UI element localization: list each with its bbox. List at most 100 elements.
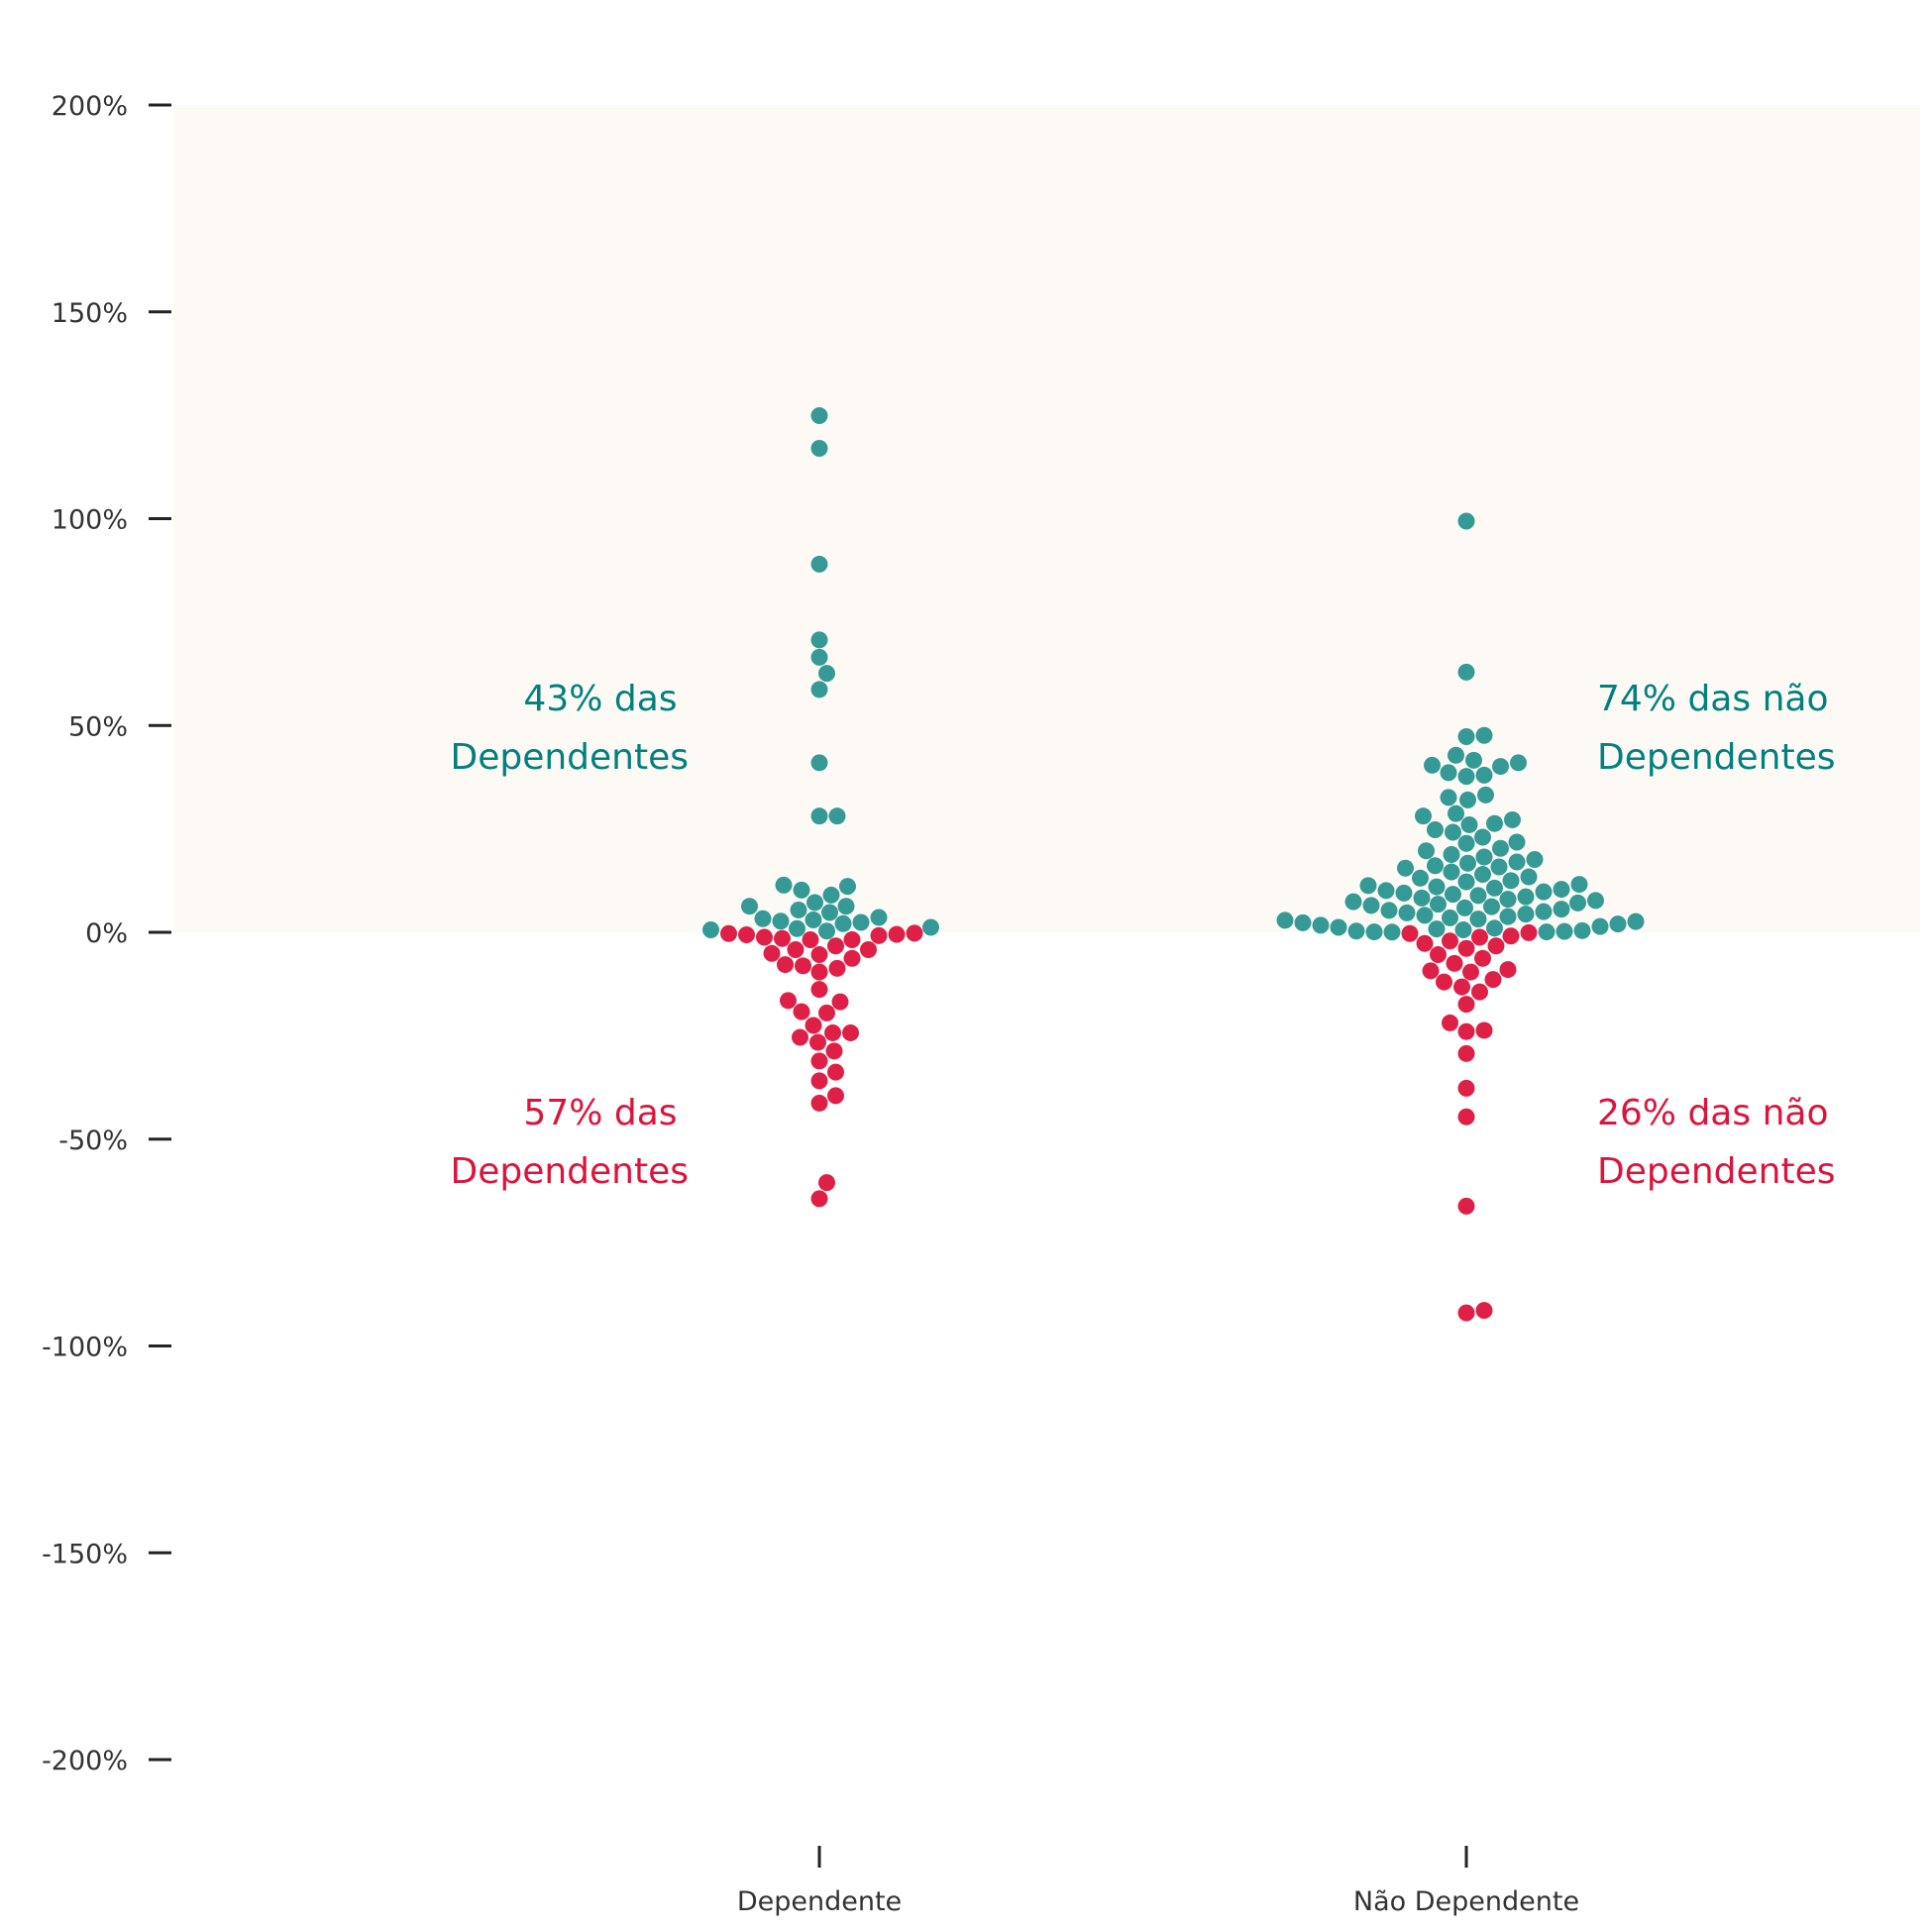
positive-point [775, 876, 793, 894]
positive-point [1502, 872, 1520, 890]
positive-point [1504, 810, 1521, 828]
y-tick-label: 0% [85, 918, 128, 949]
negative-point [1471, 928, 1488, 946]
negative-point [810, 1094, 828, 1112]
negative-point [818, 1174, 835, 1192]
positive-point [810, 631, 828, 649]
positive-point [852, 913, 870, 931]
positive-point [810, 754, 828, 772]
negative-point [843, 931, 861, 949]
negative-point [1422, 962, 1440, 980]
positive-point [1492, 839, 1509, 857]
positive-point [1380, 902, 1398, 919]
negative-point [1430, 946, 1447, 964]
negative-point [906, 924, 923, 942]
negative-point [1442, 932, 1458, 950]
positive-point [1553, 901, 1570, 918]
positive-point [1428, 920, 1446, 938]
positive-point [1499, 908, 1517, 925]
negative-point [827, 937, 844, 955]
positive-point [1499, 891, 1517, 909]
positive-point [1486, 814, 1503, 832]
positive-point [1474, 866, 1491, 884]
positive-point [1418, 842, 1435, 860]
y-axis: 200% 150% 100% 50% 0% -50% -100% -150% -200% [42, 91, 171, 1776]
positive-point [1475, 848, 1493, 866]
annotation-nondep-positive: 74% das não Dependentes [1597, 679, 1836, 778]
positive-point [810, 807, 828, 825]
positive-point [1294, 913, 1312, 931]
y-tick-label: -100% [42, 1333, 128, 1363]
positive-point [1445, 823, 1461, 841]
negative-point [780, 992, 797, 1010]
positive-point [810, 440, 828, 458]
positive-point [818, 665, 835, 683]
annotation-nondep-negative: 26% das não Dependentes [1597, 1093, 1836, 1192]
positive-point [828, 807, 846, 825]
negative-point [795, 957, 811, 975]
negative-point [777, 956, 794, 974]
positive-point [1538, 923, 1556, 941]
positive-point [1457, 728, 1475, 746]
negative-point [1462, 963, 1479, 981]
negative-point [827, 1063, 844, 1081]
positive-point [1526, 851, 1544, 869]
positive-point [1474, 828, 1491, 846]
positive-point [1398, 904, 1416, 921]
positive-point [1397, 859, 1414, 877]
negative-point [843, 949, 861, 967]
positive-point [1459, 854, 1476, 872]
y-tick-label: 200% [52, 91, 128, 122]
positive-point [810, 555, 828, 573]
positive-point [1330, 918, 1347, 936]
negative-point [756, 928, 773, 946]
negative-point [828, 959, 846, 977]
positive-point [1440, 764, 1457, 782]
positive-point [1609, 915, 1627, 933]
positive-point [1443, 863, 1460, 881]
negative-point [810, 981, 828, 999]
negative-point [1457, 1304, 1475, 1322]
positive-point [1445, 886, 1461, 904]
negative-point [827, 1087, 844, 1105]
positive-point [1276, 912, 1294, 929]
positive-point [1457, 768, 1475, 786]
negative-point [793, 1003, 810, 1020]
positive-point [1443, 846, 1460, 864]
positive-point [1517, 888, 1535, 906]
negative-point [831, 993, 849, 1011]
negative-point [1442, 1014, 1458, 1031]
positive-point [772, 912, 790, 930]
positive-point [793, 881, 810, 899]
positive-point [1344, 893, 1362, 911]
y-tick-label: 150% [52, 298, 128, 329]
negative-point [1475, 1021, 1493, 1039]
positive-point [1457, 512, 1475, 530]
negative-point [870, 926, 888, 944]
positive-point [1427, 857, 1444, 875]
positive-point [821, 904, 838, 921]
positive-point [1442, 909, 1458, 926]
positive-point [1457, 663, 1475, 681]
positive-point [1312, 916, 1330, 934]
positive-point [1591, 917, 1609, 935]
negative-point [824, 1023, 841, 1041]
positive-point [1415, 807, 1432, 825]
positive-point [789, 919, 805, 937]
negative-point [860, 941, 877, 959]
positive-point [839, 878, 856, 896]
positive-point [1448, 746, 1464, 764]
positive-point [1412, 869, 1429, 887]
positive-point [1483, 898, 1500, 915]
positive-point [1508, 853, 1526, 871]
positive-point [1395, 884, 1413, 902]
positive-point [1460, 815, 1478, 833]
negative-point [810, 1190, 828, 1208]
positive-point [1517, 906, 1535, 923]
positive-point [741, 898, 758, 915]
positive-point [1448, 805, 1464, 822]
negative-point [792, 1028, 808, 1046]
y-tick-label: -200% [42, 1746, 128, 1776]
annotation-dep-negative: 57% das Dependentes [450, 1093, 689, 1192]
